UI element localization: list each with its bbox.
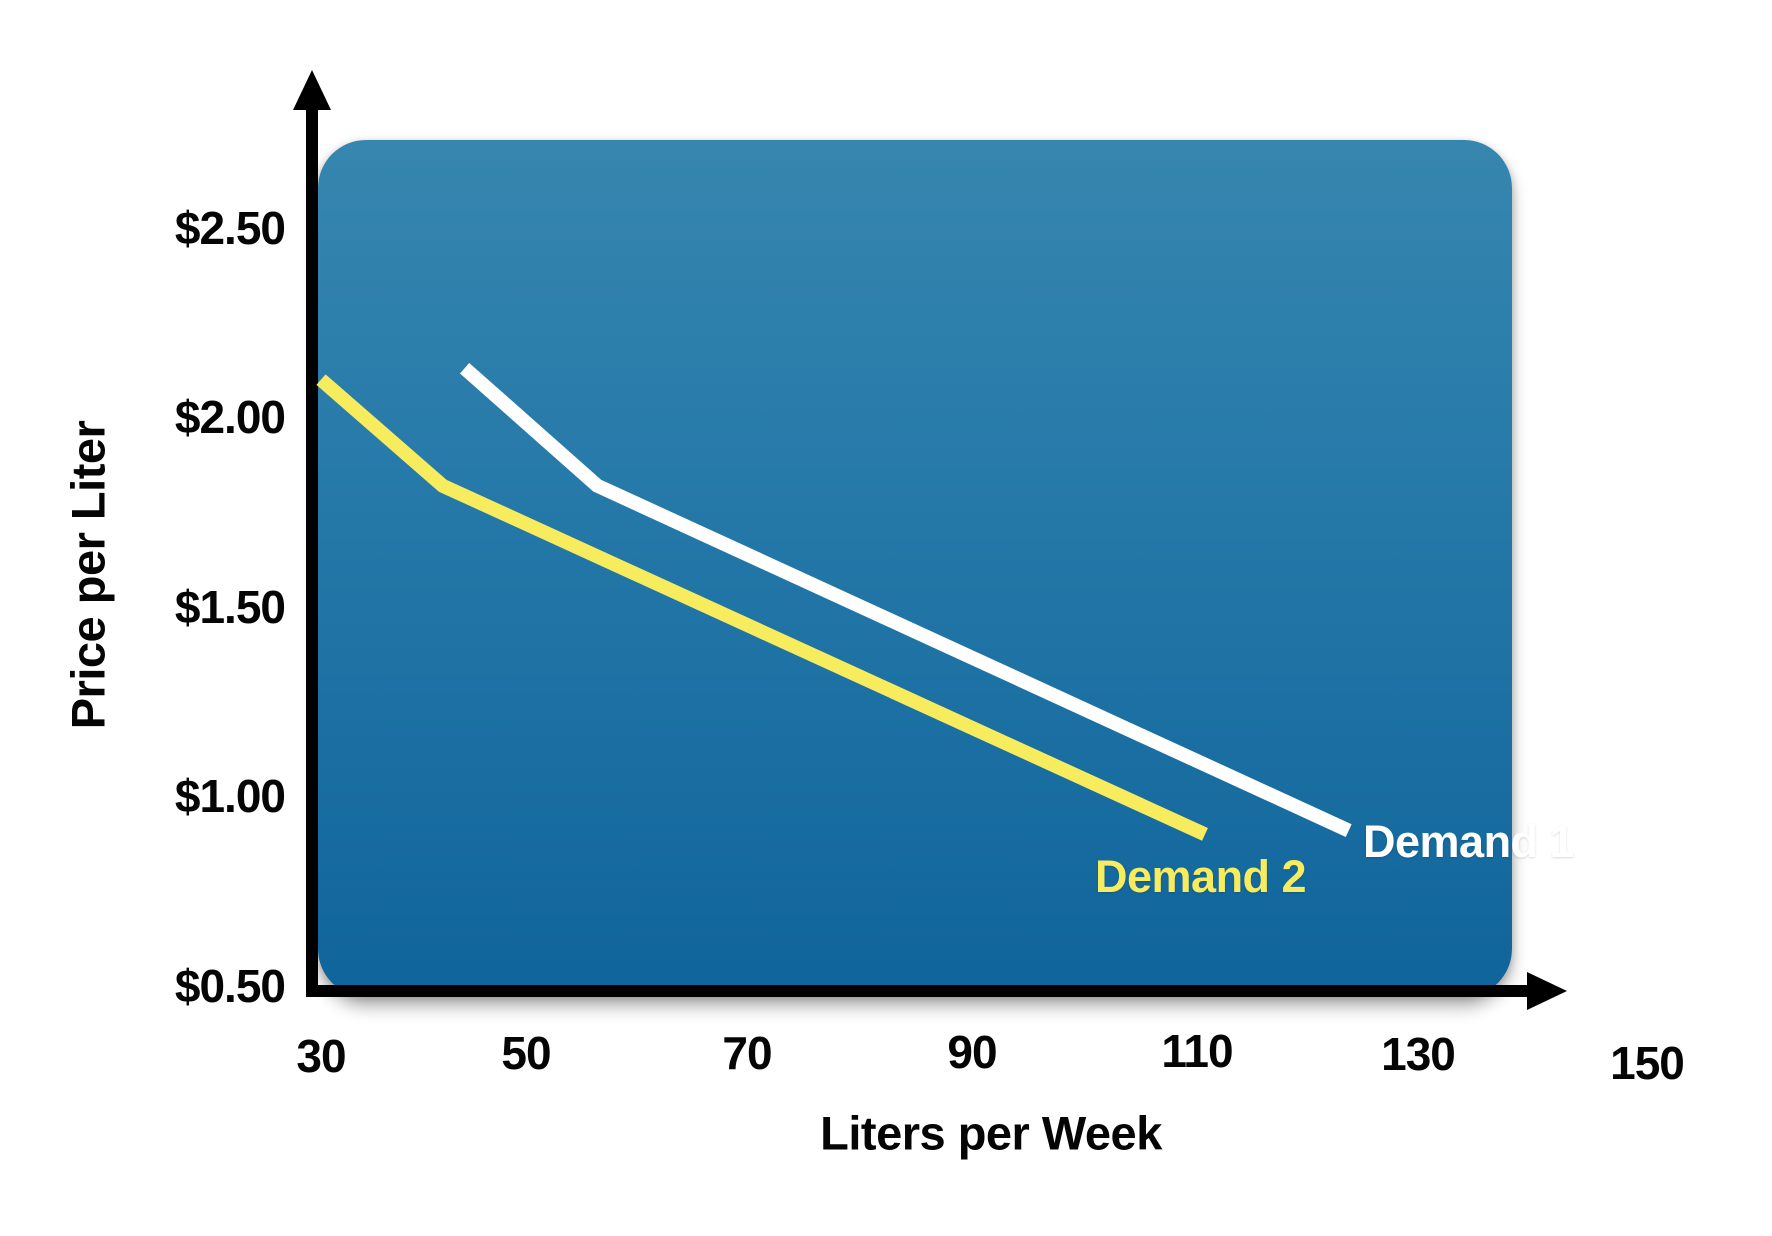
- x-tick-90: 90: [947, 1026, 997, 1078]
- y-tick-2-00: $2.00: [174, 391, 286, 443]
- y-tick-1-00: $1.00: [174, 770, 286, 822]
- y-tick-2-50: $2.50: [174, 202, 286, 254]
- plot-area: [318, 140, 1512, 997]
- x-tick-150: 150: [1610, 1037, 1685, 1089]
- x-tick-110: 110: [1161, 1025, 1233, 1077]
- y-tick-0-50: $0.50: [174, 960, 286, 1012]
- y-axis-arrow-icon: [293, 70, 331, 110]
- demand-1-label: Demand 1: [1363, 816, 1575, 867]
- x-tick-130: 130: [1381, 1028, 1456, 1080]
- y-axis-title: Price per Liter: [61, 420, 115, 730]
- x-axis-title: Liters per Week: [820, 1106, 1162, 1160]
- y-tick-1-50: $1.50: [174, 581, 286, 633]
- x-tick-30: 30: [296, 1030, 346, 1082]
- x-axis-arrow-icon: [1527, 972, 1567, 1010]
- demand-2-label: Demand 2: [1095, 851, 1307, 902]
- x-tick-50: 50: [501, 1027, 551, 1079]
- y-axis-line: [306, 100, 318, 997]
- x-tick-70: 70: [722, 1027, 772, 1079]
